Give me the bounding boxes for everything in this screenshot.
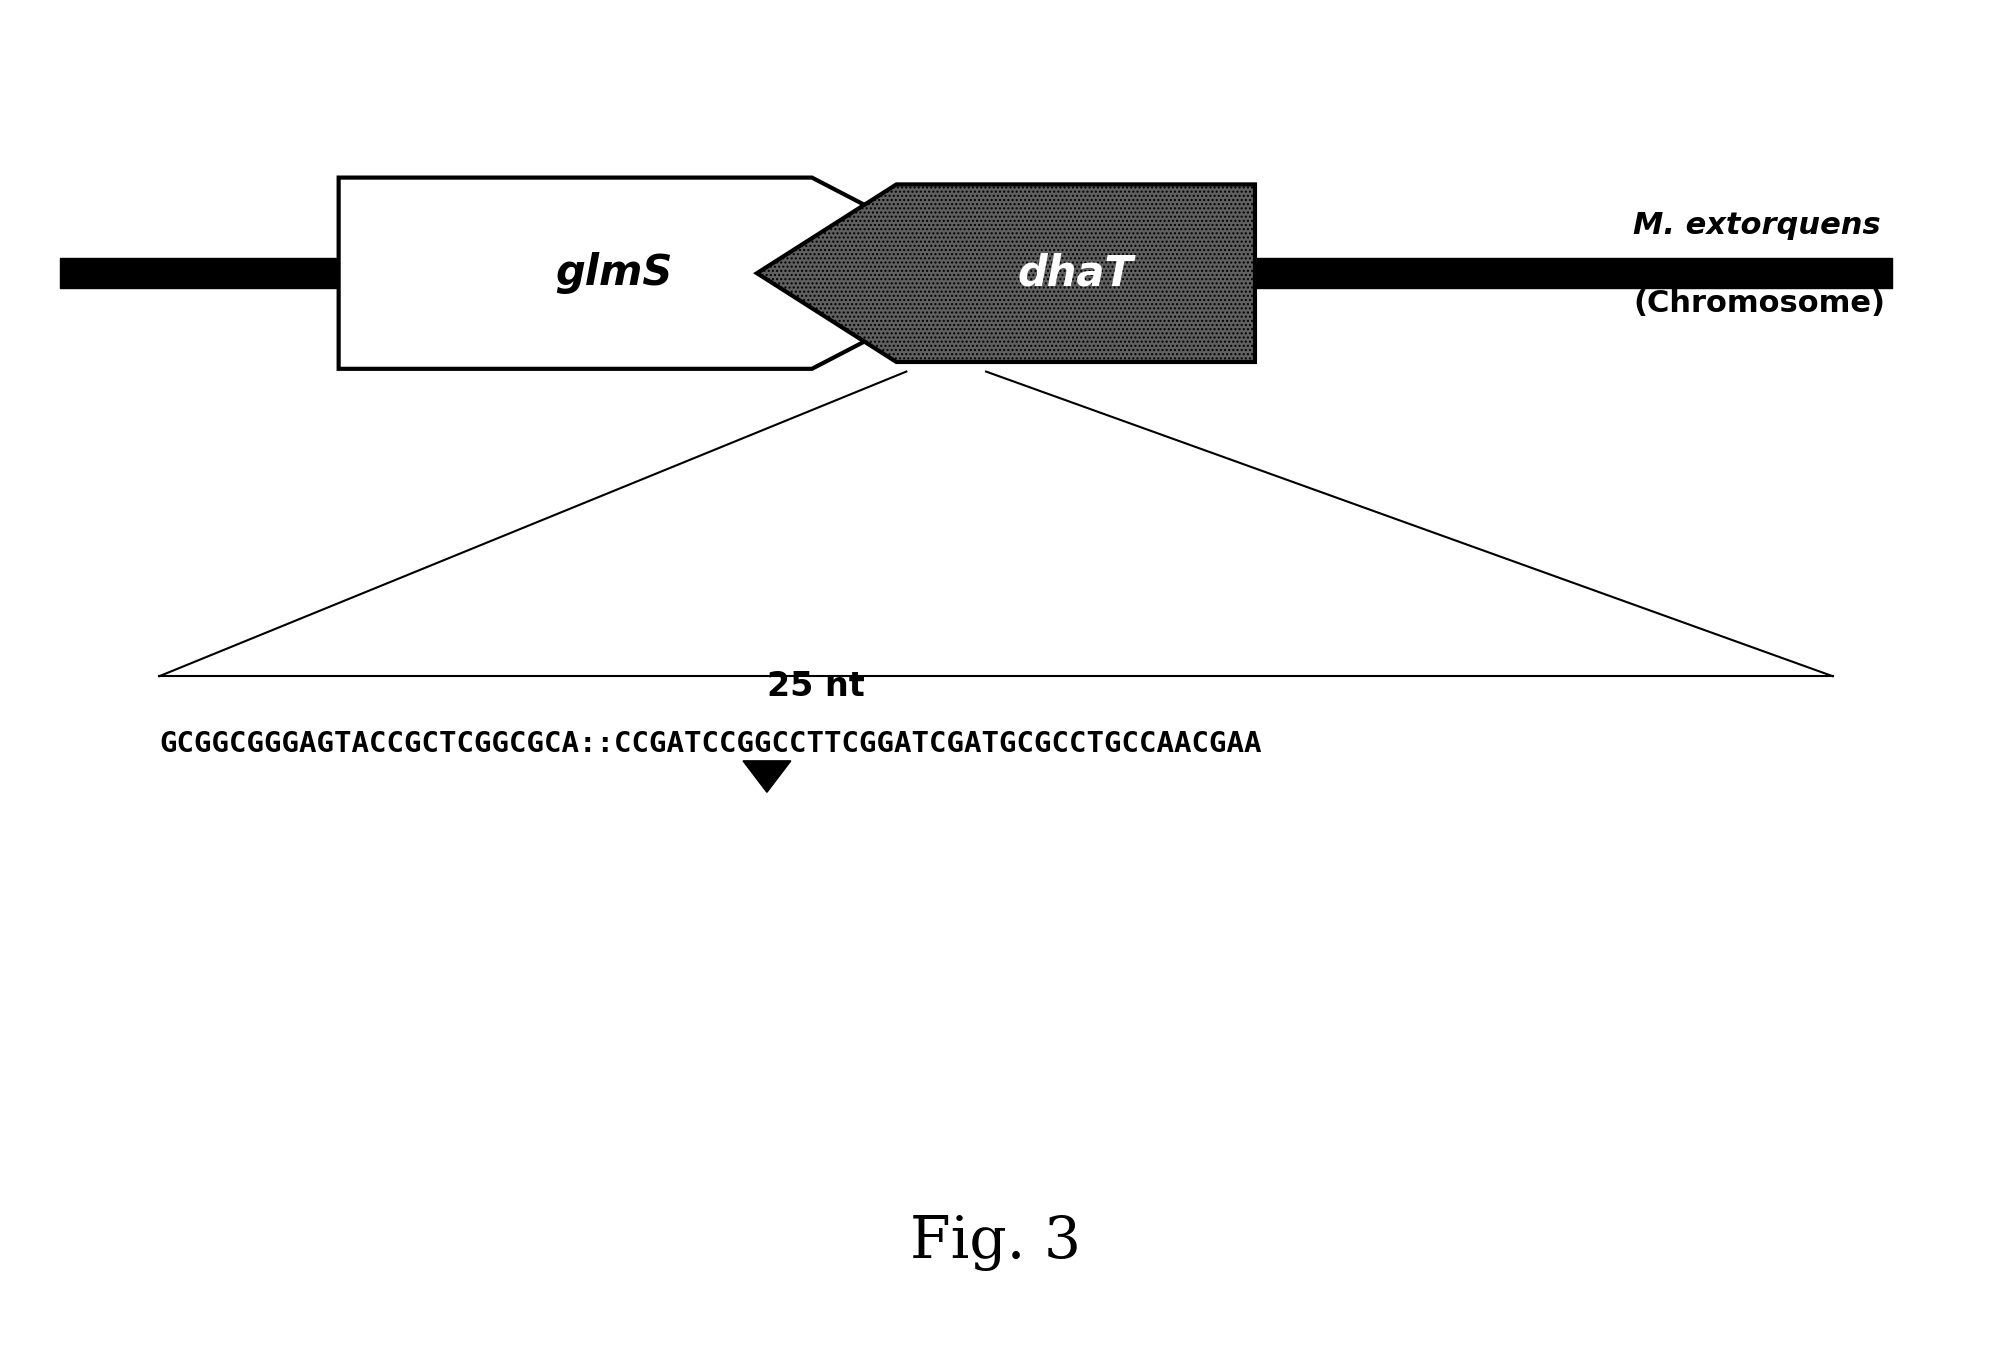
Polygon shape <box>339 178 996 369</box>
Polygon shape <box>743 761 791 792</box>
Text: (Chromosome): (Chromosome) <box>1633 288 1886 318</box>
Text: GCGGCGGGAGTACCGCTCGGCGCA::CCGATCCGGCCTTCGGATCGATGCGCCTGCCAACGAA: GCGGCGGGAGTACCGCTCGGCGCA::CCGATCCGGCCTTC… <box>159 731 1261 758</box>
Text: dhaT: dhaT <box>1018 253 1133 294</box>
Text: glmS: glmS <box>556 253 673 294</box>
Polygon shape <box>757 184 1255 362</box>
Text: M. extorquens: M. extorquens <box>1633 210 1880 240</box>
Text: 25 nt: 25 nt <box>767 671 865 703</box>
Text: Fig. 3: Fig. 3 <box>910 1216 1082 1270</box>
